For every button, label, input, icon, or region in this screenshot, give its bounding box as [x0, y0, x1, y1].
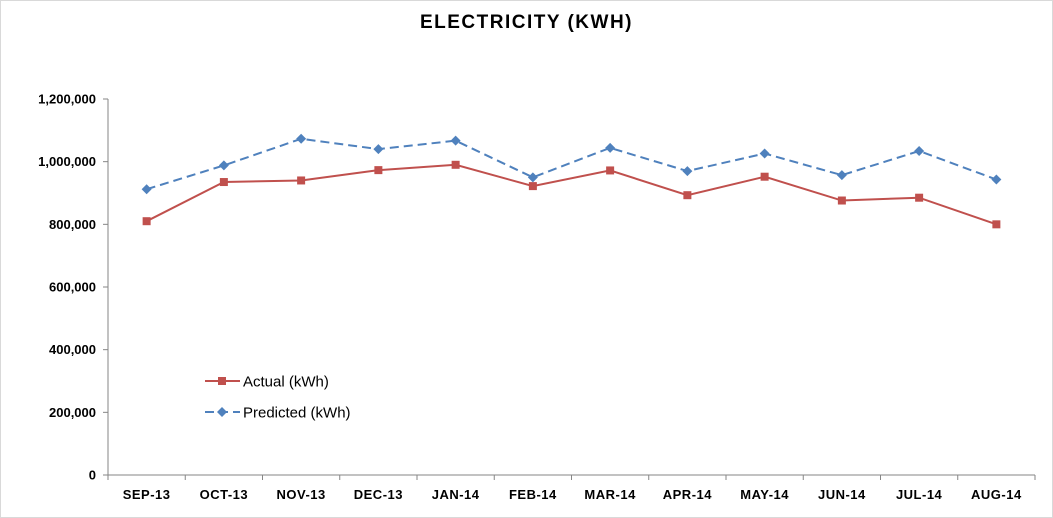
y-axis-ticks: 0 200,000 400,000 600,000 800,000 1,000,000 1,… — [38, 92, 108, 483]
x-tick-label: APR-14 — [663, 487, 713, 502]
series-line — [146, 163, 997, 226]
x-tick-label: MAY-14 — [740, 487, 789, 502]
series-actual — [142, 160, 1001, 229]
y-tick-label: 1,000,000 — [38, 154, 96, 169]
data-point — [992, 220, 1001, 229]
data-point — [451, 160, 460, 169]
data-point — [837, 196, 846, 205]
data-point — [914, 146, 925, 157]
data-point — [760, 172, 769, 181]
legend-marker — [218, 377, 226, 385]
data-point — [759, 148, 770, 159]
data-point — [836, 170, 847, 181]
data-point — [683, 191, 692, 200]
data-point — [450, 135, 461, 146]
data-point — [296, 133, 307, 144]
data-point — [915, 193, 924, 202]
x-tick-label: MAR-14 — [584, 487, 636, 502]
data-point — [682, 166, 693, 177]
x-tick-label: JUN-14 — [818, 487, 866, 502]
data-point — [297, 176, 306, 185]
x-tick-label: AUG-14 — [971, 487, 1022, 502]
data-point — [219, 178, 228, 187]
x-tick-label: SEP-13 — [123, 487, 171, 502]
legend-marker — [217, 407, 227, 417]
data-point — [141, 184, 152, 195]
x-tick-label: OCT-13 — [200, 487, 249, 502]
data-point — [528, 182, 537, 191]
chart-legend: Actual (kWh) Predicted (kWh) — [205, 374, 351, 422]
y-tick-label: 800,000 — [49, 217, 96, 232]
chart-title: ELECTRICITY (KWH) — [419, 12, 634, 33]
y-tick-label: 600,000 — [49, 280, 96, 295]
data-point — [605, 142, 616, 153]
data-point — [218, 160, 229, 171]
x-tick-label: DEC-13 — [354, 487, 403, 502]
series-predicted — [141, 133, 1002, 195]
data-point — [373, 144, 384, 155]
legend-label: Predicted (kWh) — [243, 405, 351, 422]
x-tick-label: JAN-14 — [432, 487, 480, 502]
x-tick-label: JUL-14 — [896, 487, 943, 502]
data-point — [142, 217, 151, 226]
data-point — [527, 172, 538, 183]
data-point — [606, 166, 615, 175]
data-point — [991, 174, 1002, 185]
chart-series — [141, 133, 1002, 229]
x-axis-ticks: SEP-13 OCT-13 NOV-13 DEC-13 JAN-14 FEB-14 MAR-… — [107, 475, 1036, 502]
x-tick-label: NOV-13 — [277, 487, 326, 502]
y-tick-label: 1,200,000 — [38, 92, 96, 107]
y-tick-label: 200,000 — [49, 405, 96, 420]
x-tick-label: FEB-14 — [509, 487, 557, 502]
data-point — [374, 166, 383, 175]
y-tick-label: 400,000 — [49, 342, 96, 357]
legend-label: Actual (kWh) — [243, 374, 329, 391]
series-line — [146, 137, 997, 191]
y-tick-label: 0 — [89, 468, 96, 483]
